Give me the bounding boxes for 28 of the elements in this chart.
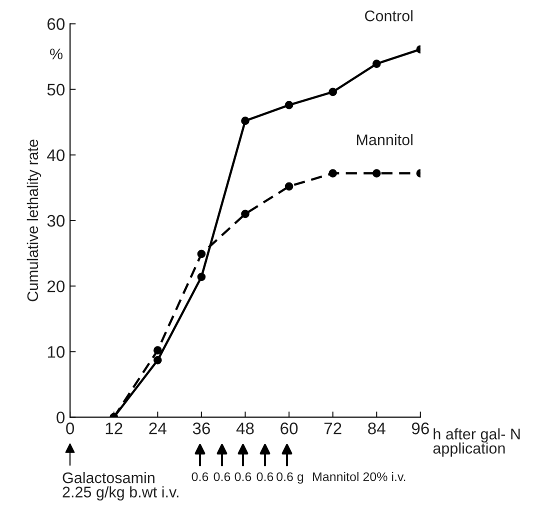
series-label: Mannitol xyxy=(356,134,412,146)
x-tick-label: 24 xyxy=(149,422,166,434)
text: 0.6 xyxy=(214,472,230,482)
x-axis-title: h after gal- N application xyxy=(433,428,520,457)
y-tick-label: 60 xyxy=(48,18,65,30)
text: % xyxy=(50,48,63,60)
x-tick-label: 36 xyxy=(192,422,210,434)
x-tick-label: 60 xyxy=(280,422,298,434)
y-tick-label: 0 xyxy=(56,412,65,424)
x-tick-label: 12 xyxy=(106,422,122,434)
x-tick-label: 0 xyxy=(66,422,74,434)
y-tick-label: 20 xyxy=(48,280,65,292)
x-tick-label: 84 xyxy=(368,422,386,434)
x-tick-label: 96 xyxy=(412,422,429,434)
y-tick-label: 10 xyxy=(48,346,65,358)
y-tick-label: 50 xyxy=(47,84,65,96)
text: 0.6 xyxy=(192,472,208,482)
text: Mannitol 20% i.v. xyxy=(313,472,406,482)
series-label: Control xyxy=(365,10,412,22)
text: 0.6 xyxy=(256,472,274,482)
text: 0.6 g xyxy=(276,472,304,484)
y-axis-title: Cumulative lethality rate xyxy=(26,140,42,302)
text: Galactosamin 2.25 g/kg b.wt i.v. xyxy=(62,472,178,500)
x-tick-label: 72 xyxy=(324,422,342,434)
x-tick-label: 48 xyxy=(236,422,254,434)
y-tick-label: 40 xyxy=(47,149,65,162)
text: 0.6 xyxy=(234,472,252,482)
y-tick-label: 30 xyxy=(47,214,65,227)
